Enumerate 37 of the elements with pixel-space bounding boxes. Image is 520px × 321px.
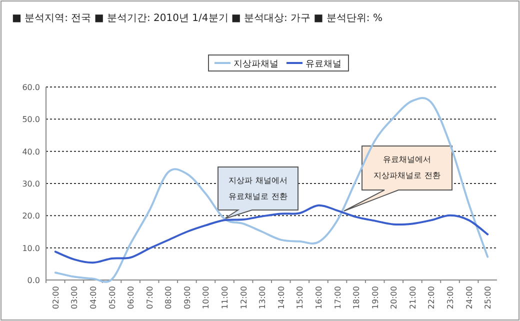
x-tick-label: 18:00 (352, 286, 362, 310)
legend-label: 지상파채널 (234, 60, 278, 70)
y-tick-label: 10.0 (22, 244, 40, 253)
y-tick-label: 30.0 (22, 180, 40, 188)
x-tick-label: 08:00 (164, 286, 174, 310)
x-tick-label: 16:00 (314, 286, 324, 310)
x-tick-label: 20:00 (390, 286, 399, 310)
x-tick-label: 03:00 (70, 286, 80, 310)
x-tick-label: 14:00 (276, 286, 286, 310)
x-tick-label: 10:00 (202, 286, 211, 310)
y-tick-label: 60.0 (22, 83, 40, 92)
x-tick-label: 22:00 (427, 286, 436, 310)
x-tick-label: 24:00 (464, 286, 474, 310)
x-tick-label: 17:00 (333, 286, 342, 310)
x-tick-label: 21:00 (408, 286, 418, 310)
legend-label: 유료채널 (306, 60, 342, 70)
y-tick-label: 50.0 (22, 115, 40, 124)
x-tick-label: 19:00 (370, 286, 380, 310)
x-tick-label: 25:00 (484, 286, 493, 310)
x-tick-label: 09:00 (182, 286, 192, 310)
x-tick-label: 23:00 (446, 286, 456, 310)
line-series (54, 204, 489, 264)
x-tick-label: 06:00 (126, 286, 136, 310)
chart-title: ■ 분석지역: 전국 ■ 분석기간: 2010년 1/4분기 ■ 분석대상: 가구 ■ 분석단위: % (12, 13, 382, 24)
annotation: 유료채널에서 지상파채널로 전환 (374, 155, 440, 180)
x-tick-label: 11:00 (220, 286, 230, 310)
y-tick-label: 40.0 (22, 147, 40, 156)
x-tick-label: 12:00 (239, 286, 248, 310)
x-tick-label: 15:00 (296, 286, 305, 310)
x-tick-label: 05:00 (108, 286, 117, 310)
x-tick-label: 02:00 (51, 286, 60, 310)
x-tick-label: 04:00 (88, 286, 98, 310)
y-tick-label: 20.0 (22, 212, 40, 221)
y-tick-label: 0.0 (27, 276, 40, 285)
annotation: 지상파 채널에서 유료채널로 전환 (228, 176, 288, 201)
x-tick-label: 13:00 (258, 286, 268, 310)
x-tick-label: 07:00 (145, 286, 154, 310)
